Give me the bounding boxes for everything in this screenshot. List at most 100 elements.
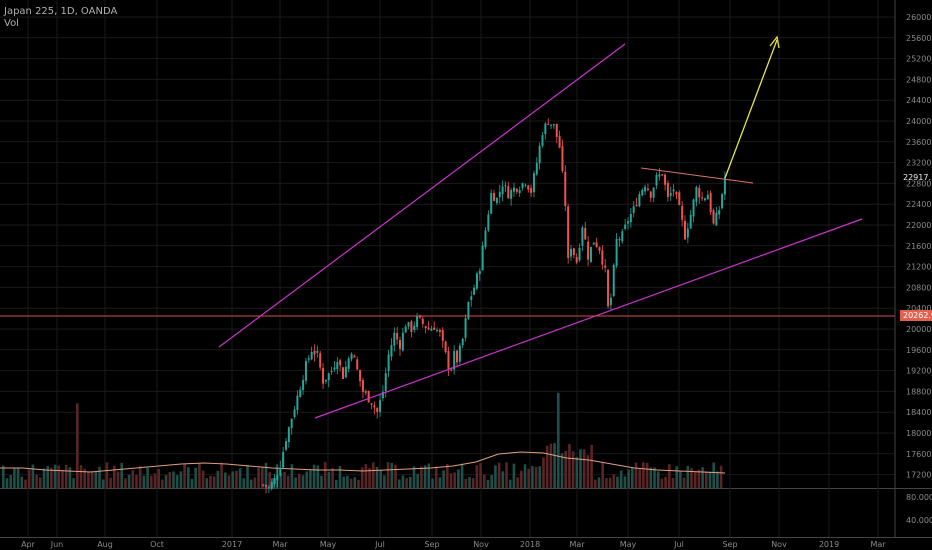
upper-channel-line [218,43,626,348]
candle-up [618,239,621,241]
volume-bar [516,477,519,488]
grid-lines [0,0,932,538]
volume-bar [616,476,619,488]
volume-bar [127,474,131,488]
volume-bar [309,469,312,488]
candle-down [441,329,444,341]
volume-bar [335,479,338,488]
price-tick-label: 19600.0 [906,346,932,355]
candle-up [475,273,478,289]
candle-up [552,124,555,126]
volume-bar [538,466,542,488]
volume-bar [471,478,475,488]
volume-bar [594,479,597,488]
volume-bar [131,470,135,488]
price-tick-label: 19200.0 [906,367,932,376]
candle-down [661,174,664,176]
price-tick-label: 24800.0 [906,75,932,84]
candle-up [538,145,541,164]
volume-bar [238,468,242,488]
volume-bar [353,477,357,488]
candle-up [407,322,410,327]
candle-up [535,162,538,175]
volume-bar [560,453,564,488]
time-tick-label: 2019 [819,540,839,549]
candle-down [456,350,458,363]
candle-up [578,247,581,261]
volume-bar [634,462,638,488]
volume-bar [231,471,234,488]
volume-bar [397,479,401,488]
price-tick-label: 25200.0 [906,55,932,64]
volume-bar [105,462,109,488]
volume-bar [27,469,31,488]
volume-bar [668,464,671,488]
candle-down [399,339,401,349]
volume-bar [475,465,479,488]
candle-down [313,350,316,355]
candle-up [384,373,387,391]
candle-up [638,194,641,207]
candle-up [307,358,310,360]
volume-bar [201,470,205,488]
candle-down [595,242,598,248]
time-tick-label: Mar [569,540,585,549]
support-price-label: 20262.9 [900,310,932,321]
volume-bar [187,467,190,488]
price-tick-label: 22400.0 [906,200,932,209]
candle-up [285,441,287,450]
volume-bar [619,470,623,488]
volume-bar [464,478,468,488]
volume-bar [135,474,138,488]
volume-bar [342,476,345,488]
volume-bar [283,471,286,488]
candle-up [293,409,296,417]
candle-up [458,345,461,362]
candle-down [584,227,587,240]
candle-up [302,380,305,391]
price-axis: 26000.0 25600.0 25200.0 24800.0 24400.0 24000… [906,13,932,525]
time-tick-label: 2018 [520,540,540,549]
time-tick-label: May [620,540,637,549]
candle-down [424,326,427,328]
candle-up [481,245,484,271]
candle-down [587,241,590,260]
volume-bar [61,469,64,488]
candle-up [467,301,470,319]
candle-up [686,228,689,238]
candle-down [319,353,322,368]
volume-bar [412,466,416,488]
volume-bar [716,471,719,488]
resistance-line [640,167,754,184]
candle-down [709,192,712,212]
candle-up [672,189,675,192]
time-tick-label: Nov [771,540,787,549]
volume-bar [101,479,105,488]
volume-bar [453,472,456,488]
candle-down [367,391,370,403]
candle-up [501,186,504,195]
candle-up [627,221,629,224]
time-axis: Apr Jun Aug Oct 2017 Mar May Jul Sep Nov 2018 Mar Ma… [21,540,886,549]
volume-bar [46,466,49,488]
candle-up [612,264,615,296]
candle-down [262,484,265,486]
volume-bar [557,392,560,488]
candle-down [701,197,704,199]
volume-bar [286,475,290,488]
volume-bar [457,469,460,488]
price-tick-label: 24400.0 [906,96,932,105]
volume-bar [72,478,75,488]
candle-up [430,328,433,331]
candle-down [598,247,601,251]
candle-up [615,238,618,266]
volume-bar [94,471,98,488]
volume-bar [564,450,567,488]
volume-bar [586,455,590,488]
volume-bar [468,477,471,488]
volume-bar [312,464,316,488]
volume-bar [520,470,523,488]
candle-up [609,297,612,306]
volume-bar [409,476,412,488]
volume-bar [368,467,371,488]
